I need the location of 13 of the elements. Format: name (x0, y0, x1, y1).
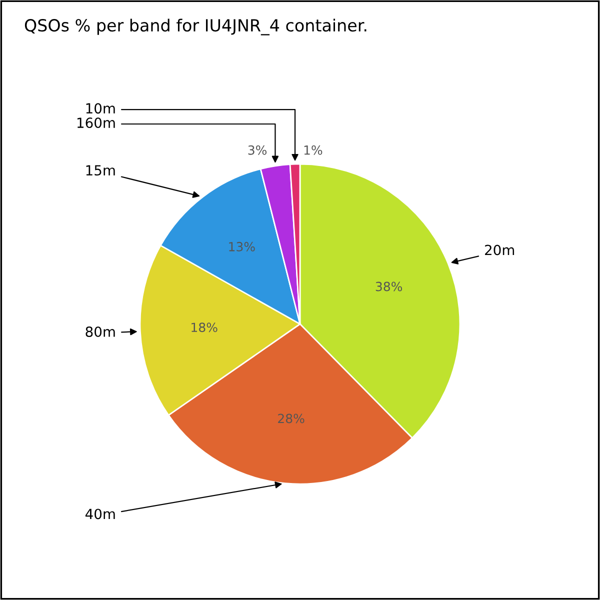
data-label: 38% (376, 282, 402, 292)
chart-title: QSOs % per band for IU4JNR_4 container. (24, 18, 366, 36)
data-label: 28% (278, 414, 304, 424)
slice-label: 40m (85, 508, 115, 520)
data-label: 13% (229, 242, 255, 252)
slice-label: 80m (86, 326, 115, 337)
data-label: 18% (192, 322, 218, 332)
slice-label: 20m (485, 244, 514, 256)
data-label: 1% (304, 145, 322, 155)
slice-label: 15m (86, 165, 115, 176)
data-label: 3% (248, 145, 267, 155)
slice-label: 10m (86, 103, 115, 114)
slice-label: 160m (77, 118, 115, 128)
